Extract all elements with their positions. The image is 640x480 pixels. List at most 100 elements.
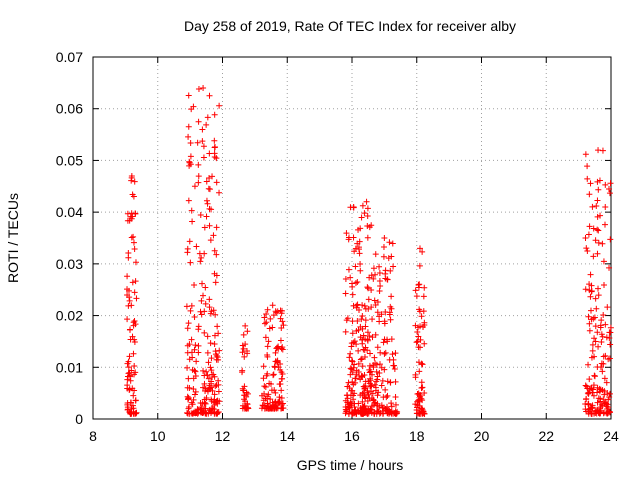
data-point xyxy=(419,384,426,391)
data-point xyxy=(277,315,284,322)
data-point xyxy=(353,304,360,311)
data-point xyxy=(130,193,137,200)
data-point xyxy=(591,314,598,321)
data-point xyxy=(241,392,248,399)
data-point xyxy=(363,198,370,205)
data-point xyxy=(374,309,381,316)
data-point xyxy=(355,246,362,253)
data-point xyxy=(415,333,422,340)
data-point xyxy=(597,395,604,402)
data-point xyxy=(595,292,602,299)
data-point xyxy=(601,388,608,395)
data-point xyxy=(416,262,423,269)
data-point xyxy=(376,370,383,377)
data-point xyxy=(211,332,218,339)
data-point xyxy=(203,197,210,204)
data-point xyxy=(367,406,374,413)
data-point xyxy=(392,394,399,401)
data-point xyxy=(594,226,601,233)
data-point xyxy=(586,223,593,230)
data-point xyxy=(380,394,387,401)
data-point xyxy=(585,313,592,320)
data-point xyxy=(589,347,596,354)
data-point xyxy=(348,366,355,373)
data-point xyxy=(277,337,284,344)
data-point xyxy=(365,296,372,303)
data-point xyxy=(595,343,602,350)
data-point xyxy=(357,356,364,363)
data-point xyxy=(589,341,596,348)
data-point xyxy=(275,364,282,371)
data-point xyxy=(376,270,383,277)
data-point xyxy=(390,356,397,363)
data-point xyxy=(364,284,371,291)
data-point xyxy=(585,401,592,408)
data-point xyxy=(391,365,398,372)
data-point xyxy=(599,368,606,375)
data-point xyxy=(213,224,220,231)
data-point xyxy=(195,349,202,356)
data-point xyxy=(357,267,364,274)
data-point xyxy=(606,394,613,401)
data-point xyxy=(362,344,369,351)
y-tick-label: 0.01 xyxy=(56,359,83,375)
data-point xyxy=(359,398,366,405)
data-point xyxy=(201,308,208,315)
data-point xyxy=(597,386,604,393)
data-point xyxy=(358,355,365,362)
data-point xyxy=(190,375,197,382)
data-point xyxy=(607,180,614,187)
data-point xyxy=(261,320,268,327)
data-point xyxy=(346,385,353,391)
data-point xyxy=(390,263,397,270)
data-point xyxy=(190,385,197,392)
data-point xyxy=(600,312,607,319)
data-point xyxy=(415,281,422,288)
y-tick-label: 0.05 xyxy=(56,152,83,168)
data-point xyxy=(208,380,215,387)
data-point xyxy=(131,178,138,185)
data-point xyxy=(601,282,608,289)
data-point xyxy=(343,230,350,237)
data-point xyxy=(347,400,354,407)
data-point xyxy=(380,253,387,260)
data-point xyxy=(358,214,365,221)
data-point xyxy=(266,325,273,332)
data-point xyxy=(347,274,354,281)
data-point xyxy=(264,395,271,402)
data-point xyxy=(595,186,602,193)
data-point xyxy=(361,393,368,400)
data-point xyxy=(204,200,211,207)
data-point xyxy=(185,197,192,204)
data-point xyxy=(352,375,359,382)
data-point xyxy=(241,353,248,360)
data-point xyxy=(131,246,138,253)
data-point xyxy=(261,314,268,321)
data-point xyxy=(208,308,215,315)
data-point xyxy=(127,410,134,417)
data-point xyxy=(216,189,223,196)
data-point xyxy=(184,245,191,252)
data-point xyxy=(187,307,194,314)
data-point xyxy=(190,103,197,110)
data-point xyxy=(351,390,358,397)
data-point xyxy=(132,278,139,285)
data-point xyxy=(207,340,214,347)
data-point xyxy=(387,316,394,323)
data-point xyxy=(421,390,428,397)
data-point xyxy=(196,250,203,257)
data-point xyxy=(271,387,278,394)
data-point xyxy=(206,175,213,182)
data-point xyxy=(602,321,609,328)
data-point xyxy=(184,349,191,356)
data-point xyxy=(388,293,395,300)
data-point xyxy=(204,372,211,379)
data-point xyxy=(125,370,132,377)
data-point xyxy=(587,307,594,314)
data-point xyxy=(129,213,136,220)
data-point xyxy=(359,313,366,320)
data-point xyxy=(279,307,285,314)
data-point xyxy=(128,177,135,184)
data-point xyxy=(184,364,191,371)
